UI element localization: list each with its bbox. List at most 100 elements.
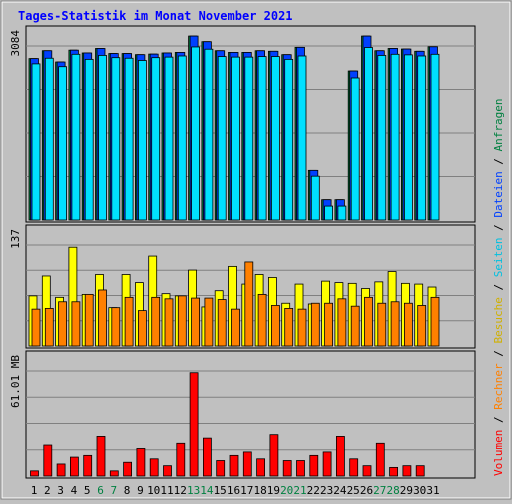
bar-volumen-day-13 bbox=[189, 372, 199, 477]
bar-volumen-day-12 bbox=[176, 442, 186, 477]
bar-rechner-day-3 bbox=[58, 301, 67, 347]
x-tick-label-day-24: 24 bbox=[333, 484, 347, 497]
bar-volumen-day-29 bbox=[402, 465, 412, 477]
bar-volumen-day-30 bbox=[415, 465, 425, 477]
bar-seiten-day-22 bbox=[310, 175, 320, 221]
y-axis-max-visits: 137 bbox=[9, 229, 22, 249]
legend-item-dateien: Dateien bbox=[492, 171, 505, 217]
x-tick-label-day-23: 23 bbox=[320, 484, 333, 497]
bar-rechner-day-21 bbox=[297, 308, 307, 347]
x-tick-label-day-27: 27 bbox=[373, 484, 386, 497]
bar-seiten-day-6 bbox=[98, 55, 107, 221]
bar-volumen-day-20 bbox=[282, 460, 292, 477]
bar-seiten-day-17 bbox=[244, 56, 254, 221]
bar-volumen-day-5 bbox=[83, 454, 93, 477]
bar-rechner-day-25 bbox=[350, 305, 360, 347]
bar-seiten-day-30 bbox=[417, 55, 427, 221]
x-tick-label-day-12: 12 bbox=[174, 484, 187, 497]
legend-separator: / bbox=[492, 344, 505, 364]
x-tick-label-day-19: 19 bbox=[267, 484, 280, 497]
legend-separator: / bbox=[492, 277, 505, 297]
y-axis-max-requests: 3084 bbox=[9, 30, 22, 57]
bar-rechner-day-7 bbox=[111, 307, 121, 347]
bar-volumen-day-7 bbox=[109, 470, 119, 477]
bar-seiten-day-25 bbox=[350, 77, 360, 221]
legend-separator: / bbox=[492, 410, 505, 430]
bar-seiten-day-20 bbox=[284, 58, 294, 221]
bar-volumen-day-4 bbox=[70, 456, 79, 477]
bar-volumen-day-25 bbox=[349, 458, 359, 477]
bar-volumen-day-10 bbox=[149, 458, 159, 477]
bar-seiten-day-16 bbox=[231, 56, 240, 221]
x-axis-labels: 1 2 3 4 5 6 7 8 9 10 11 12 13 14 15 16 17 18 19 20 21 22 23 24 2… bbox=[31, 484, 440, 497]
x-tick-label-day-11: 11 bbox=[160, 484, 173, 497]
legend-item-besuche: Besuche bbox=[492, 297, 505, 343]
bar-volumen-day-23 bbox=[322, 451, 332, 477]
bar-seiten-day-10 bbox=[151, 57, 161, 221]
x-tick-label-day-6: 6 bbox=[97, 484, 104, 497]
legend-item-anfragen: Anfragen bbox=[492, 98, 505, 151]
legend-separator: / bbox=[492, 151, 505, 171]
x-tick-label-day-17: 17 bbox=[240, 484, 253, 497]
bar-rechner-day-11 bbox=[164, 298, 174, 347]
bar-seiten-day-18 bbox=[257, 56, 267, 221]
x-tick-label-day-14: 14 bbox=[200, 484, 214, 497]
bar-rechner-day-1 bbox=[31, 308, 41, 347]
bar-rechner-day-28 bbox=[390, 301, 400, 347]
legend-item-volumen: Volumen bbox=[492, 430, 505, 476]
x-tick-label-day-26: 26 bbox=[360, 484, 373, 497]
y-axis-labels: 3084 137 61.01 MB bbox=[9, 30, 22, 408]
bar-seiten-day-28 bbox=[390, 53, 400, 221]
bar-seiten-day-19 bbox=[270, 56, 280, 221]
x-tick-label-day-3: 3 bbox=[57, 484, 64, 497]
bar-seiten-day-31 bbox=[430, 53, 440, 221]
bar-seiten-day-13 bbox=[191, 46, 201, 221]
bar-seiten-day-5 bbox=[84, 58, 94, 221]
bar-seiten-day-8 bbox=[124, 57, 134, 221]
bar-volumen-day-9 bbox=[136, 448, 146, 477]
chart-title: Tages-Statistik im Monat November 2021 bbox=[18, 9, 293, 23]
bar-seiten-day-2 bbox=[44, 57, 54, 221]
bar-seiten-day-9 bbox=[137, 60, 147, 221]
bar-rechner-day-19 bbox=[270, 305, 280, 347]
x-tick-label-day-5: 5 bbox=[84, 484, 91, 497]
bar-rechner-day-20 bbox=[284, 308, 294, 347]
bar-rechner-day-6 bbox=[98, 289, 107, 347]
bar-rechner-day-31 bbox=[430, 296, 440, 347]
x-tick-label-day-28: 28 bbox=[386, 484, 399, 497]
x-tick-label-day-16: 16 bbox=[227, 484, 240, 497]
bar-seiten-day-11 bbox=[164, 56, 174, 221]
bar-rechner-day-22 bbox=[310, 302, 320, 347]
bar-volumen-day-1 bbox=[30, 470, 39, 477]
bar-volumen-day-28 bbox=[389, 466, 399, 477]
legend-item-rechner: Rechner bbox=[492, 363, 505, 410]
bar-rechner-day-12 bbox=[177, 295, 187, 347]
bar-seiten-day-29 bbox=[403, 54, 413, 221]
bar-volumen-day-3 bbox=[56, 463, 66, 477]
bar-rechner-day-15 bbox=[217, 299, 227, 347]
x-tick-label-day-22: 22 bbox=[307, 484, 320, 497]
bar-volumen-day-8 bbox=[123, 461, 132, 477]
bar-rechner-day-5 bbox=[84, 293, 94, 347]
bar-rechner-day-16 bbox=[231, 308, 240, 347]
bar-seiten-day-27 bbox=[377, 55, 387, 221]
bar-volumen-day-16 bbox=[229, 454, 239, 477]
x-tick-label-day-18: 18 bbox=[253, 484, 266, 497]
bar-seiten-day-23 bbox=[324, 205, 334, 221]
bar-rechner-day-8 bbox=[124, 296, 134, 347]
bar-volumen-day-14 bbox=[202, 437, 212, 477]
bar-rechner-day-30 bbox=[417, 305, 427, 347]
bar-rechner-day-24 bbox=[337, 298, 347, 347]
bar-seiten-day-26 bbox=[364, 47, 373, 221]
bar-volumen-day-15 bbox=[216, 460, 226, 477]
x-tick-label-day-2: 2 bbox=[44, 484, 51, 497]
legend-item-seiten: Seiten bbox=[492, 238, 505, 278]
bar-volumen-day-26 bbox=[362, 465, 372, 477]
x-tick-label-day-20: 20 bbox=[280, 484, 293, 497]
x-tick-label-day-31: 31 bbox=[426, 484, 439, 497]
bar-volumen-day-24 bbox=[335, 436, 345, 477]
x-tick-label-day-15: 15 bbox=[214, 484, 227, 497]
